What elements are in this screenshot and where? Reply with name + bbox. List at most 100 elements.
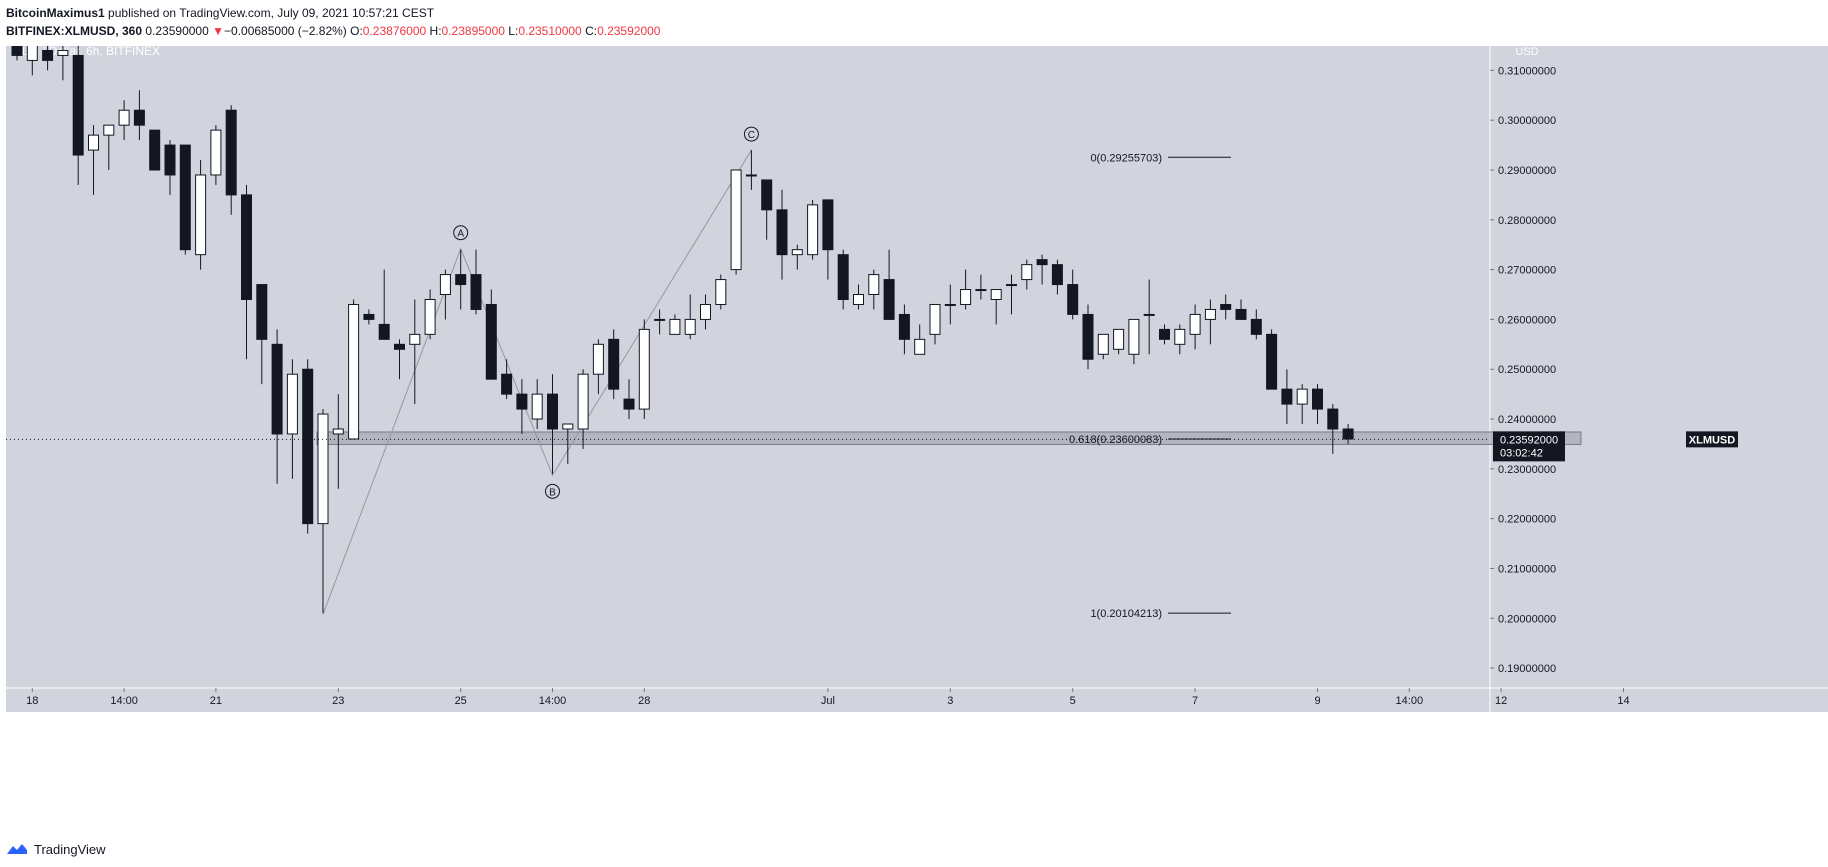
candle-body[interactable] <box>1021 264 1033 281</box>
candle-body[interactable] <box>1128 318 1140 355</box>
candle-body[interactable] <box>592 343 604 375</box>
candle-body[interactable] <box>485 303 497 380</box>
candle-body[interactable] <box>271 343 283 435</box>
candle-body[interactable] <box>700 303 711 320</box>
candle-body[interactable] <box>883 279 895 320</box>
candle-body[interactable] <box>317 413 329 525</box>
candle-body[interactable] <box>654 318 666 321</box>
candle-body[interactable] <box>57 49 69 56</box>
candle-body[interactable] <box>1159 328 1170 340</box>
candle-body[interactable] <box>164 144 176 176</box>
candle-body[interactable] <box>501 373 513 395</box>
candle-body[interactable] <box>868 274 880 296</box>
candle-body[interactable] <box>1113 328 1125 350</box>
candle-body[interactable] <box>1051 264 1063 286</box>
candle-body[interactable] <box>837 254 849 300</box>
candle-body[interactable] <box>1036 259 1048 266</box>
candle-body[interactable] <box>822 199 834 251</box>
candle-body[interactable] <box>133 109 145 126</box>
price-axis[interactable] <box>1490 46 1828 688</box>
wave-label-circle[interactable] <box>453 225 469 241</box>
candle-body[interactable] <box>394 343 405 350</box>
wave-label-circle[interactable] <box>743 126 759 142</box>
candle-body[interactable] <box>1174 328 1186 345</box>
candle-body[interactable] <box>1235 308 1247 320</box>
candle-body[interactable] <box>715 279 727 305</box>
candle-body[interactable] <box>363 313 375 320</box>
high-label: H: <box>429 24 442 38</box>
candle-body[interactable] <box>11 46 23 56</box>
candle-body[interactable] <box>26 46 38 61</box>
candle-body[interactable] <box>1327 408 1339 430</box>
candle-body[interactable] <box>776 209 788 256</box>
candle-body[interactable] <box>684 318 696 335</box>
candle-body[interactable] <box>225 109 237 196</box>
candle-body[interactable] <box>516 393 528 410</box>
candle-body[interactable] <box>1250 318 1262 335</box>
candle-body[interactable] <box>1082 313 1094 360</box>
candle-body[interactable] <box>118 109 130 126</box>
candle-body[interactable] <box>42 49 54 61</box>
candle-body[interactable] <box>562 423 574 430</box>
candle-body[interactable] <box>623 398 635 410</box>
plot-area[interactable] <box>6 46 1490 688</box>
candle-body[interactable] <box>72 54 84 156</box>
candle-body[interactable] <box>929 303 941 335</box>
candle-body[interactable] <box>1143 313 1155 316</box>
candle-body[interactable] <box>730 169 742 271</box>
candle-body[interactable] <box>439 274 451 296</box>
candle-body[interactable] <box>914 338 926 355</box>
candle-body[interactable] <box>1189 313 1201 335</box>
candle-body[interactable] <box>1097 333 1109 355</box>
candle-body[interactable] <box>348 303 360 440</box>
candle-body[interactable] <box>241 194 252 300</box>
publisher-name[interactable]: BitcoinMaximus1 <box>6 6 105 20</box>
candle-body[interactable] <box>944 303 956 306</box>
brand-name[interactable]: TradingView <box>34 841 106 857</box>
candle-body[interactable] <box>761 179 773 211</box>
candle-body[interactable] <box>975 289 987 292</box>
candle-body[interactable] <box>332 428 344 435</box>
candle-body[interactable] <box>745 174 757 177</box>
candle-body[interactable] <box>256 284 268 340</box>
candle-body[interactable] <box>1281 388 1293 405</box>
candle-body[interactable] <box>990 289 1002 300</box>
symbol-label[interactable]: BITFINEX:XLMUSD, 360 <box>6 24 143 38</box>
candle-body[interactable] <box>531 393 543 420</box>
candle-body[interactable] <box>1312 388 1323 410</box>
time-axis[interactable] <box>6 688 1828 712</box>
candle-body[interactable] <box>195 174 207 256</box>
candle-body[interactable] <box>179 144 191 251</box>
candle-body[interactable] <box>1067 284 1079 315</box>
candle-body[interactable] <box>960 289 972 305</box>
candle-body[interactable] <box>286 373 298 435</box>
candle-body[interactable] <box>1296 388 1308 405</box>
candle-body[interactable] <box>409 333 421 345</box>
candle-body[interactable] <box>88 134 99 151</box>
candlestick-chart[interactable]: XLM / Dollar, 6h, BITFINEX USD0.190000000… <box>0 46 1828 835</box>
candle-body[interactable] <box>1220 303 1232 310</box>
candle-body[interactable] <box>791 249 803 256</box>
candle-body[interactable] <box>638 328 650 410</box>
candle-body[interactable] <box>302 368 314 525</box>
candle-body[interactable] <box>149 129 161 171</box>
candle-body[interactable] <box>424 298 436 335</box>
support-zone[interactable] <box>316 431 1582 445</box>
candle-body[interactable] <box>853 294 864 305</box>
candle-body[interactable] <box>669 318 681 335</box>
candle-body[interactable] <box>455 274 467 286</box>
candle-body[interactable] <box>547 393 558 430</box>
candle-body[interactable] <box>103 124 115 136</box>
candle-body[interactable] <box>378 323 390 340</box>
wave-label-circle[interactable] <box>545 483 560 499</box>
candle-body[interactable] <box>210 129 222 176</box>
candle-body[interactable] <box>1266 333 1278 390</box>
candle-body[interactable] <box>807 204 819 256</box>
candle-body[interactable] <box>898 313 910 340</box>
candle-body[interactable] <box>577 373 589 430</box>
candle-body[interactable] <box>1342 428 1354 440</box>
candle-body[interactable] <box>470 274 482 310</box>
candle-body[interactable] <box>1204 308 1216 320</box>
candle-body[interactable] <box>608 338 620 390</box>
candle-body[interactable] <box>1006 284 1017 287</box>
